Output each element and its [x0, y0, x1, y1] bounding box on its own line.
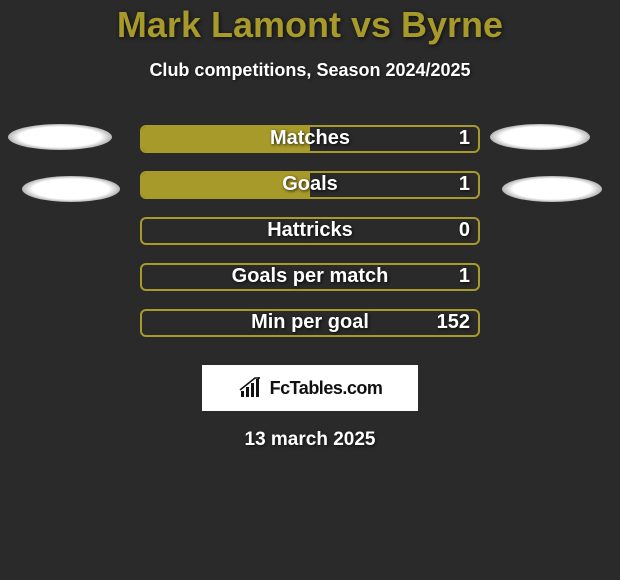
stat-bar-track — [140, 309, 480, 337]
subtitle: Club competitions, Season 2024/2025 — [0, 60, 620, 81]
stat-bar-track — [140, 217, 480, 245]
stat-value-right: 152 — [437, 311, 470, 334]
date-text: 13 march 2025 — [0, 429, 620, 451]
logo-text: FcTables.com — [270, 378, 383, 399]
player2-name: Byrne — [401, 4, 503, 45]
stats-container: Matches1Goals1Hattricks0Goals per match1… — [0, 125, 620, 339]
stat-value-right: 1 — [459, 265, 470, 288]
player-shadow-2 — [22, 176, 120, 202]
logo-box: FcTables.com — [202, 365, 418, 411]
player1-name: Mark Lamont — [117, 4, 341, 45]
stat-value-right: 0 — [459, 219, 470, 242]
stat-value-right: 1 — [459, 173, 470, 196]
stat-row-goals-per-match: Goals per match1 — [0, 263, 620, 293]
stat-bar-fill-left — [142, 127, 310, 151]
stat-bar-fill-left — [142, 173, 310, 197]
stat-bar-track — [140, 171, 480, 199]
stat-bar-track — [140, 125, 480, 153]
stat-value-right: 1 — [459, 127, 470, 150]
player-shadow-0 — [8, 124, 112, 150]
vs-text: vs — [341, 4, 401, 45]
stat-row-min-per-goal: Min per goal152 — [0, 309, 620, 339]
player-shadow-1 — [490, 124, 590, 150]
player-shadow-3 — [502, 176, 602, 202]
stat-bar-track — [140, 263, 480, 291]
chart-icon — [238, 377, 264, 399]
page-title: Mark Lamont vs Byrne — [0, 0, 620, 46]
stat-row-hattricks: Hattricks0 — [0, 217, 620, 247]
